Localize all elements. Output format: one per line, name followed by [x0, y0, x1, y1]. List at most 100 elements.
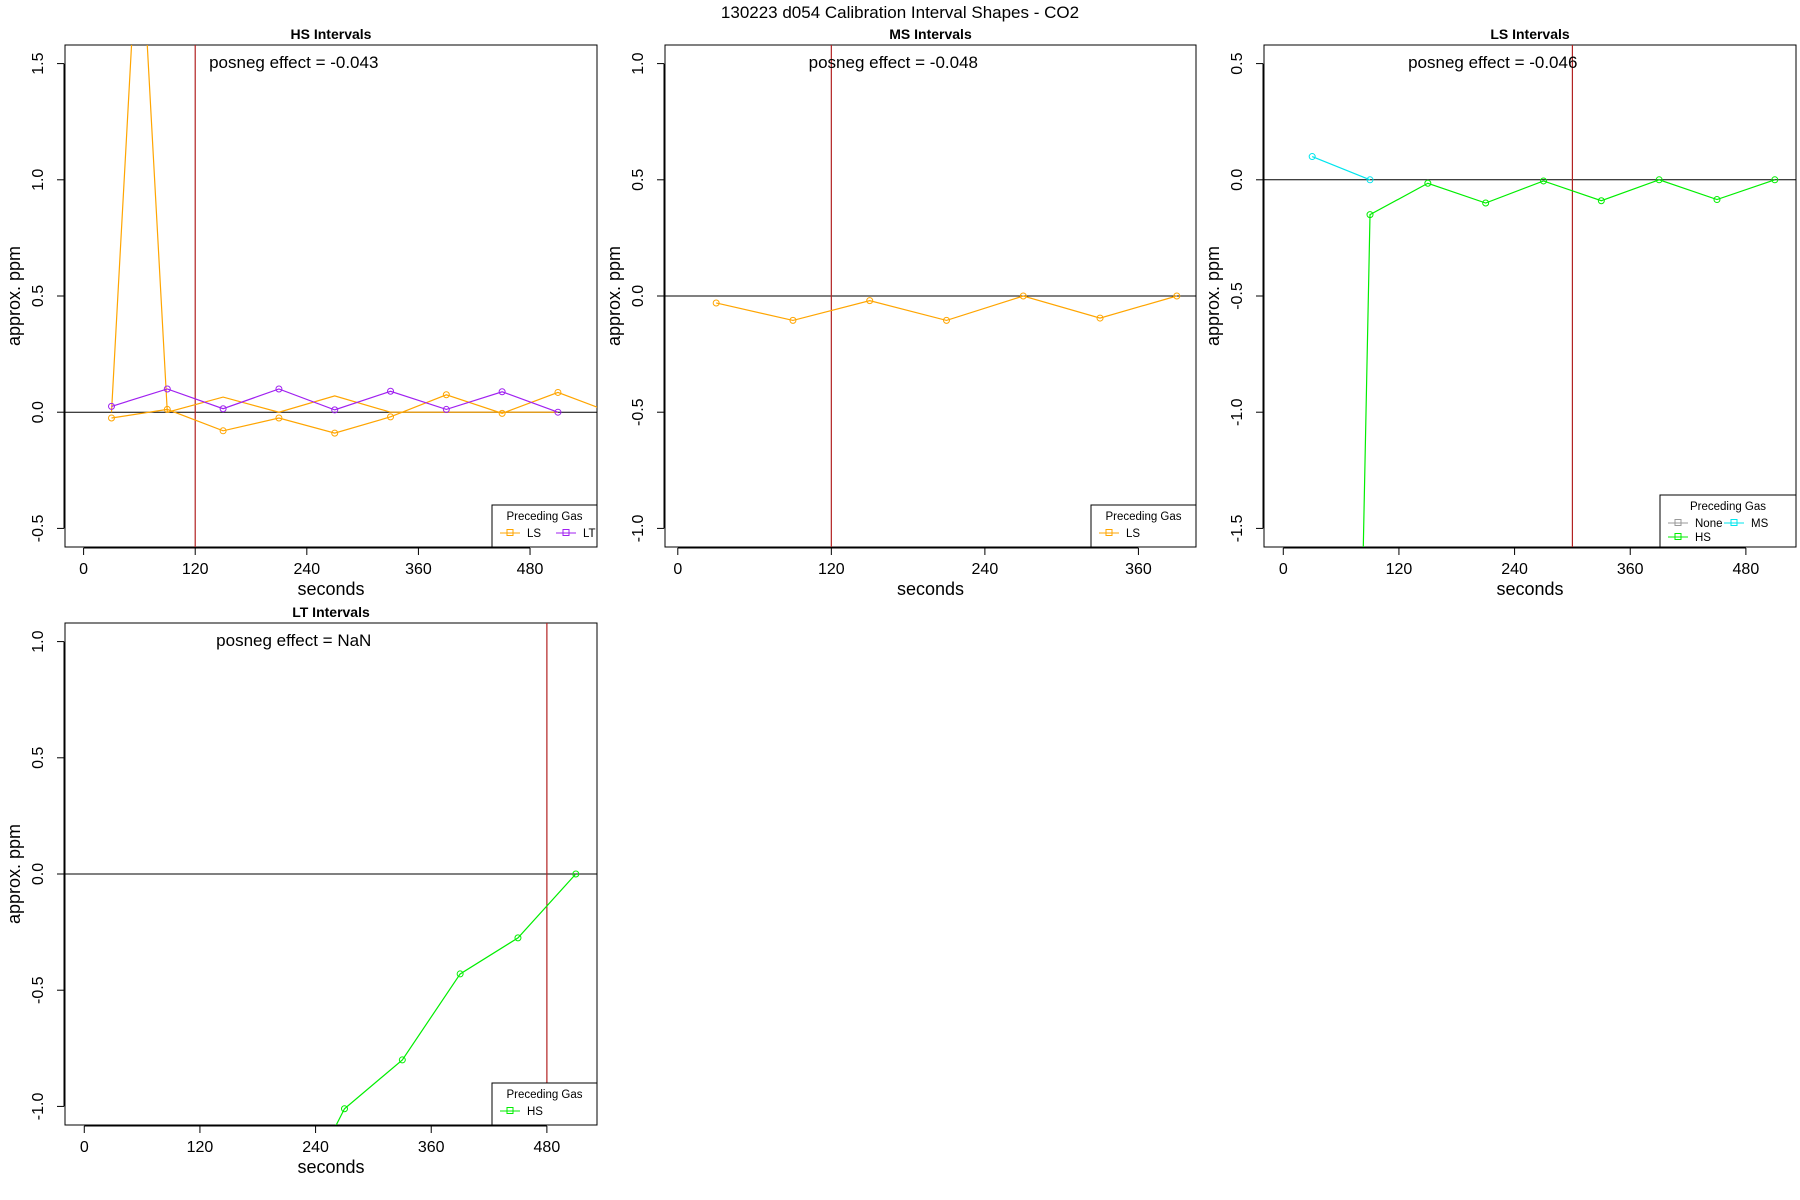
legend-title: Preceding Gas [1690, 501, 1766, 513]
legend-swatch-marker [562, 529, 570, 536]
legend-entry-hs: HS [527, 1106, 543, 1118]
plot-area [665, 45, 1196, 547]
x-tick-label: 120 [818, 561, 845, 578]
data-point [1173, 292, 1181, 300]
x-axis-label: seconds [1496, 579, 1563, 599]
y-tick-label: 0.0 [630, 285, 647, 307]
data-point [1366, 211, 1374, 219]
x-tick-label: 360 [405, 561, 432, 578]
posneg-annotation: posneg effect = -0.046 [1408, 53, 1577, 72]
x-tick-label: 360 [418, 1139, 445, 1156]
data-point [1655, 176, 1663, 184]
plot-area [1264, 45, 1796, 694]
y-axis-label: approx. ppm [4, 824, 24, 924]
legend-swatch-marker [1105, 529, 1113, 536]
legend: Preceding Gas LS [1090, 504, 1197, 548]
legend-title: Preceding Gas [1105, 511, 1181, 523]
x-axis-label: seconds [297, 1157, 364, 1177]
data-point [275, 385, 283, 393]
series-line-lt [111, 388, 559, 413]
data-point [611, 410, 617, 416]
panel-title: LS Intervals [1490, 26, 1570, 42]
legend-entry-ms: MS [1751, 518, 1769, 530]
y-axis-label: approx. ppm [1203, 246, 1223, 346]
x-tick-label: 240 [972, 561, 999, 578]
data-point [442, 391, 450, 399]
y-tick-label: -1.5 [1229, 515, 1246, 543]
data-point [340, 1105, 348, 1113]
y-tick-label: 0.5 [1229, 52, 1246, 74]
x-tick-label: 480 [534, 1139, 561, 1156]
series-line-hs [335, 873, 577, 1125]
y-tick-label: 1.5 [30, 52, 47, 74]
data-point [866, 297, 874, 305]
data-point [498, 388, 506, 396]
panel-title: HS Intervals [291, 26, 372, 42]
data-point [275, 414, 283, 422]
series-line-ms [1311, 155, 1371, 181]
panel-title: MS Intervals [889, 26, 972, 42]
legend-entry-ls: LS [1126, 528, 1140, 540]
legend-box [491, 1082, 598, 1126]
x-tick-label: 480 [517, 561, 544, 578]
x-tick-label: 480 [1733, 561, 1760, 578]
legend-entry-lt: LT [583, 528, 596, 540]
plot-box [64, 44, 598, 548]
legend-swatch-marker [1674, 519, 1682, 526]
x-tick-label: 240 [302, 1139, 329, 1156]
legend-box [1090, 504, 1197, 548]
data-point [108, 402, 116, 410]
data-point [572, 870, 580, 878]
plot-box [1263, 44, 1797, 548]
legend: Preceding Gas None MS HS [1659, 494, 1797, 548]
y-tick-label: 0.5 [30, 285, 47, 307]
x-axis-label: seconds [897, 579, 964, 599]
legend: Preceding Gas LS LT [491, 504, 598, 548]
data-point [1366, 176, 1374, 184]
data-point [514, 934, 522, 942]
x-tick-label: 120 [1386, 561, 1413, 578]
data-point [219, 405, 227, 413]
x-tick-label: 0 [80, 1139, 89, 1156]
data-point [942, 316, 950, 324]
series-line-ls [716, 295, 1177, 322]
posneg-annotation: posneg effect = NaN [216, 631, 371, 650]
data-point [1019, 292, 1027, 300]
data-point [1771, 176, 1779, 184]
data-point [1539, 177, 1547, 185]
figure-title: 130223 d054 Calibration Interval Shapes … [721, 3, 1079, 22]
plot-area [65, 623, 597, 1125]
y-tick-label: 0.0 [1229, 169, 1246, 191]
y-tick-label: -1.0 [30, 1093, 47, 1121]
legend-title: Preceding Gas [506, 511, 582, 523]
series-line-hs [1362, 179, 1775, 547]
data-point [456, 970, 464, 978]
data-point [442, 405, 450, 413]
data-point [712, 299, 720, 307]
data-point [1424, 179, 1432, 187]
legend-entry-none: None [1695, 518, 1723, 530]
x-tick-label: 240 [293, 561, 320, 578]
y-axis-label: approx. ppm [604, 246, 624, 346]
data-point [789, 316, 797, 324]
legend-swatch-marker [1674, 533, 1682, 540]
data-point [387, 413, 395, 421]
data-point [163, 385, 171, 393]
legend-entry-hs: HS [1695, 532, 1711, 544]
y-tick-label: -0.5 [630, 398, 647, 426]
x-tick-label: 0 [673, 561, 682, 578]
y-tick-label: -0.5 [30, 515, 47, 543]
posneg-annotation: posneg effect = -0.043 [209, 53, 378, 72]
panel-lt-intervals: LT Intervals 0 120 240 360 480 seconds -1.0 -0.5… [4, 604, 598, 1177]
data-point [1357, 688, 1363, 694]
data-point [554, 408, 562, 416]
data-point [1096, 314, 1104, 322]
x-tick-label: 0 [79, 561, 88, 578]
legend-swatch-marker [1730, 519, 1738, 526]
x-axis-label: seconds [297, 579, 364, 599]
x-tick-label: 240 [1501, 561, 1528, 578]
y-tick-label: 1.0 [630, 52, 647, 74]
x-tick-label: 120 [187, 1139, 214, 1156]
data-point [1713, 196, 1721, 204]
